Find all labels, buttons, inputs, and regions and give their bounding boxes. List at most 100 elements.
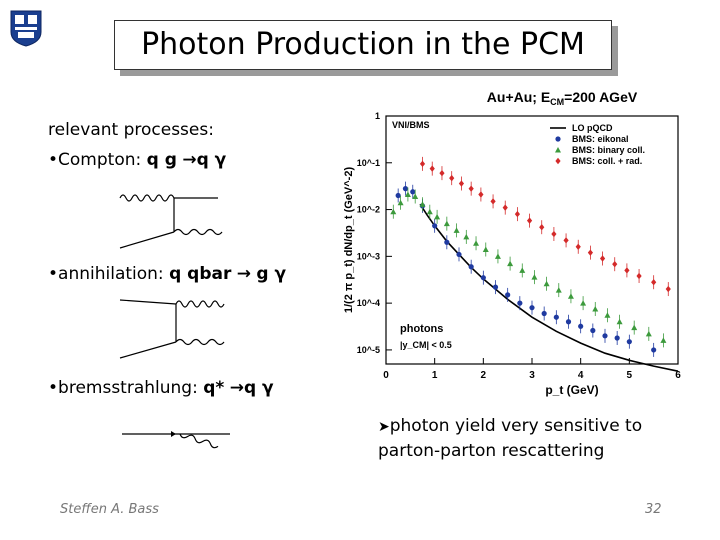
data-point-coll-rad bbox=[468, 185, 474, 192]
data-point-binary-coll bbox=[519, 267, 526, 273]
bremsstrahlung-diagram bbox=[122, 431, 230, 449]
data-point-binary-coll bbox=[443, 220, 450, 227]
data-point-eikonal bbox=[395, 192, 401, 199]
bullet: • bbox=[48, 378, 59, 398]
data-point-eikonal bbox=[410, 189, 416, 195]
data-point-eikonal bbox=[578, 323, 584, 329]
compton-products: q γ bbox=[196, 150, 227, 170]
data-point-coll-rad bbox=[429, 165, 435, 172]
annotation-model: VNI/BMS bbox=[392, 120, 430, 130]
data-point-eikonal bbox=[402, 186, 409, 192]
university-logo bbox=[10, 10, 42, 47]
data-point-binary-coll bbox=[434, 213, 441, 220]
legend-swatch bbox=[555, 147, 561, 153]
data-point-binary-coll bbox=[390, 208, 397, 215]
data-point-binary-coll bbox=[507, 260, 514, 267]
data-point-coll-rad bbox=[539, 223, 545, 231]
annihilation-reaction: q qbar bbox=[169, 264, 232, 284]
quark-line bbox=[119, 299, 177, 305]
x-tick-label: 3 bbox=[529, 370, 535, 381]
photon-line bbox=[175, 338, 225, 346]
conclusion-text: ➤photon yield very sensitive to parton-p… bbox=[378, 414, 698, 463]
data-point-coll-rad bbox=[551, 230, 557, 238]
data-point-coll-rad bbox=[449, 174, 455, 182]
data-point-binary-coll bbox=[463, 233, 470, 240]
bremsstrahlung-label: bremsstrahlung: bbox=[58, 378, 198, 398]
bremsstrahlung-products: q γ bbox=[243, 378, 274, 398]
data-point-eikonal bbox=[590, 327, 596, 334]
data-point-binary-coll bbox=[555, 287, 562, 293]
data-point-binary-coll bbox=[645, 330, 652, 337]
data-point-coll-rad bbox=[599, 255, 606, 262]
data-point-binary-coll bbox=[592, 305, 599, 312]
page-number: 32 bbox=[645, 502, 662, 517]
x-axis-label: p_t (GeV) bbox=[545, 383, 598, 397]
data-point-coll-rad bbox=[490, 198, 496, 205]
data-point-coll-rad bbox=[458, 180, 465, 187]
quark-line bbox=[119, 231, 175, 249]
data-point-coll-rad bbox=[665, 285, 671, 293]
antiquark-line bbox=[119, 341, 177, 359]
slide-title: Photon Production in the PCM bbox=[114, 20, 612, 70]
data-point-binary-coll bbox=[473, 240, 480, 246]
y-tick-label: 10^-3 bbox=[357, 251, 380, 261]
bremsstrahlung-line: •bremsstrahlung: q* →q γ bbox=[48, 378, 274, 398]
data-point-coll-rad bbox=[502, 204, 508, 211]
legend-label: BMS: eikonal bbox=[572, 134, 629, 144]
annihilation-products: g γ bbox=[256, 264, 287, 284]
legend-swatch bbox=[555, 136, 561, 142]
legend-swatch bbox=[555, 157, 561, 165]
data-point-eikonal bbox=[565, 319, 572, 325]
data-point-eikonal bbox=[468, 264, 474, 270]
footer-author: Steffen A. Bass bbox=[60, 502, 159, 517]
data-point-coll-rad bbox=[478, 191, 484, 198]
data-point-binary-coll bbox=[616, 318, 623, 325]
data-point-binary-coll bbox=[604, 312, 611, 318]
data-point-eikonal bbox=[517, 300, 523, 306]
compton-label: Compton: bbox=[58, 150, 142, 170]
data-point-eikonal bbox=[456, 251, 462, 258]
data-point-eikonal bbox=[505, 292, 511, 298]
annotation-photons: photons bbox=[400, 323, 443, 335]
data-point-coll-rad bbox=[587, 249, 593, 256]
legend-label: LO pQCD bbox=[572, 123, 613, 133]
x-tick-label: 2 bbox=[481, 370, 487, 381]
arrow-icon: → bbox=[229, 378, 244, 398]
bullet: • bbox=[48, 150, 59, 170]
y-tick-label: 10^-5 bbox=[357, 345, 380, 355]
compton-line: •Compton: q g →q γ bbox=[48, 150, 226, 170]
series-line-lo-pqcd bbox=[419, 203, 679, 372]
x-tick-label: 0 bbox=[383, 370, 389, 381]
data-point-coll-rad bbox=[636, 272, 642, 280]
compton-diagram bbox=[119, 194, 223, 249]
data-point-coll-rad bbox=[575, 243, 581, 251]
gluon-line bbox=[175, 300, 225, 308]
data-point-eikonal bbox=[432, 223, 438, 229]
y-tick-label: 10^-2 bbox=[357, 205, 380, 215]
data-point-coll-rad bbox=[419, 160, 426, 168]
arrow-bullet-icon: ➤ bbox=[378, 419, 390, 435]
y-tick-label: 10^-4 bbox=[357, 298, 380, 308]
data-point-binary-coll bbox=[660, 337, 667, 343]
annihilation-line: •annihilation: q qbar → g γ bbox=[48, 264, 286, 284]
data-point-binary-coll bbox=[419, 201, 426, 207]
conclusion-body: photon yield very sensitive to parton-pa… bbox=[378, 416, 643, 461]
gluon-line bbox=[119, 194, 175, 202]
data-point-coll-rad bbox=[624, 267, 630, 274]
data-point-eikonal bbox=[553, 314, 559, 320]
data-point-eikonal bbox=[444, 239, 450, 245]
data-point-eikonal bbox=[602, 333, 608, 339]
legend-label: BMS: coll. + rad. bbox=[572, 156, 642, 166]
bremsstrahlung-reaction: q* bbox=[203, 378, 225, 398]
data-point-coll-rad bbox=[439, 169, 445, 177]
arrow-icon: → bbox=[182, 150, 197, 170]
x-tick-label: 5 bbox=[627, 370, 633, 381]
data-point-coll-rad bbox=[526, 217, 533, 224]
data-point-eikonal bbox=[614, 335, 620, 341]
x-tick-label: 6 bbox=[675, 370, 681, 381]
photon-line bbox=[173, 228, 223, 236]
legend-label: BMS: binary coll. bbox=[572, 145, 645, 155]
annotation-rapidity: |y_CM| < 0.5 bbox=[400, 340, 452, 350]
data-point-binary-coll bbox=[482, 246, 489, 253]
data-point-coll-rad bbox=[514, 210, 520, 218]
